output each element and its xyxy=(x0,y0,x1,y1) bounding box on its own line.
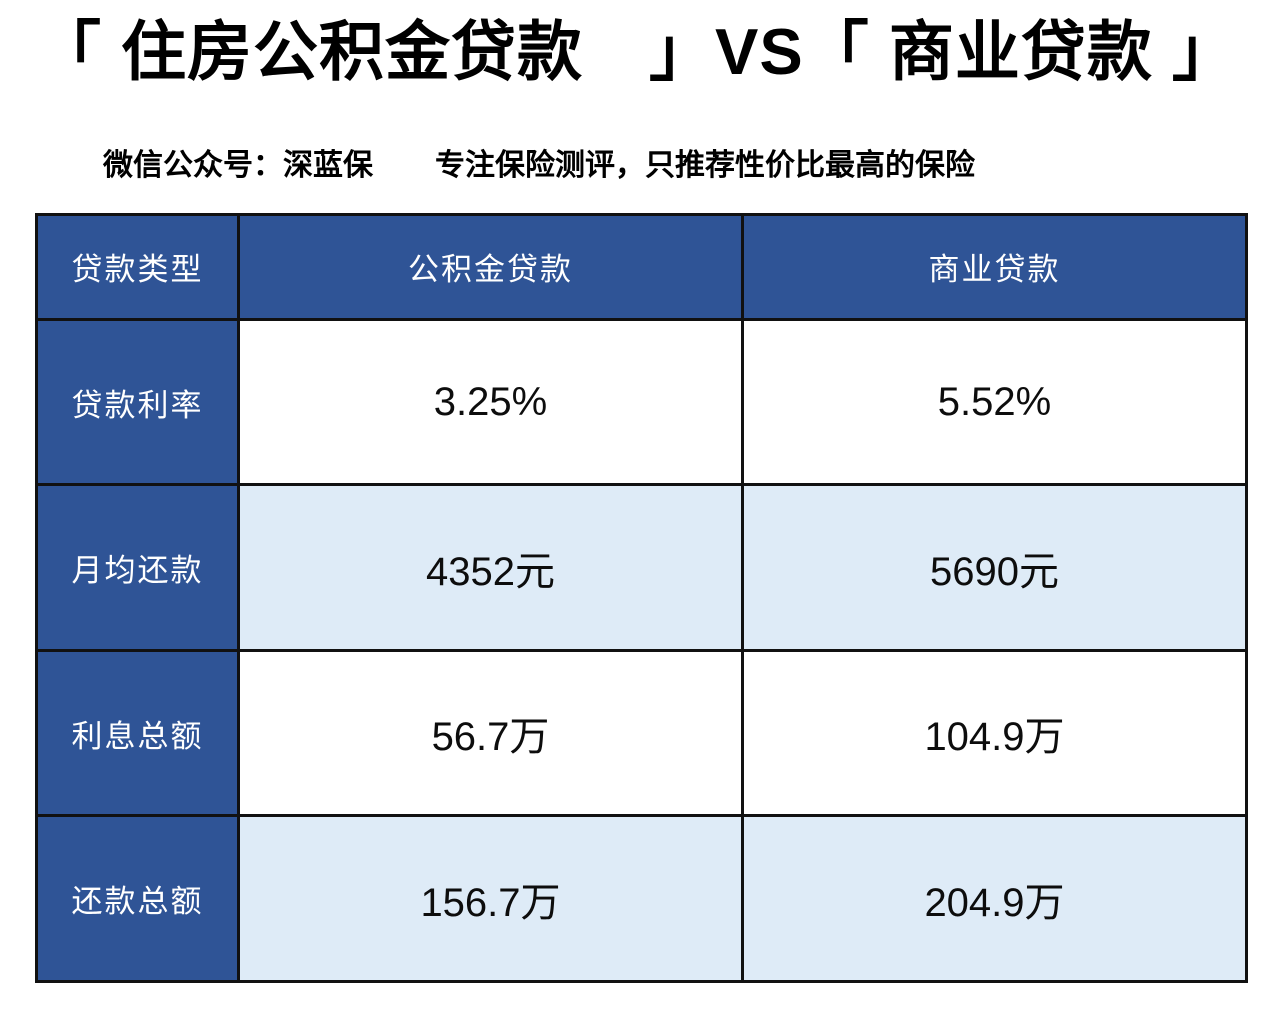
row-label-interest-rate: 贷款利率 xyxy=(38,320,237,484)
slogan-label: 专注保险测评，只推荐性价比最高的保险 xyxy=(435,149,975,182)
value-commercial-monthly-repayment: 5690元 xyxy=(744,486,1245,649)
value-fund-monthly-repayment: 4352元 xyxy=(240,486,741,649)
header-cell-loan-type: 贷款类型 xyxy=(38,216,237,318)
row-label-total-interest: 利息总额 xyxy=(38,651,237,815)
header-cell-fund-loan: 公积金贷款 xyxy=(240,216,741,318)
value-fund-total-repayment: 156.7万 xyxy=(240,817,741,980)
row-label-total-repayment: 还款总额 xyxy=(38,817,237,980)
wechat-account-label: 微信公众号：深蓝保 xyxy=(103,149,373,182)
comparison-table: 贷款类型 公积金贷款 商业贷款 贷款利率 3.25% 5.52% 月均还款 43… xyxy=(35,213,1248,983)
row-label-monthly-repayment: 月均还款 xyxy=(38,486,237,649)
value-commercial-total-interest: 104.9万 xyxy=(744,651,1245,815)
header-cell-commercial-loan: 商业贷款 xyxy=(744,216,1245,318)
page-title: 「 住房公积金贷款 」VS「 商业贷款 」 xyxy=(36,15,1238,88)
value-fund-interest-rate: 3.25% xyxy=(240,320,741,484)
value-commercial-total-repayment: 204.9万 xyxy=(744,817,1245,980)
value-fund-total-interest: 56.7万 xyxy=(240,651,741,815)
subtitle-bar: 微信公众号：深蓝保 专注保险测评，只推荐性价比最高的保险 xyxy=(103,140,975,184)
value-commercial-interest-rate: 5.52% xyxy=(744,320,1245,484)
